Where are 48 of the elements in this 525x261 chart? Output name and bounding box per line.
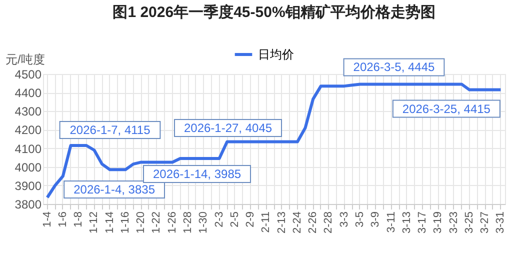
x-tick-label: 1-16	[119, 212, 132, 234]
y-tick-label: 4200	[14, 123, 42, 138]
x-tick-label: 1-22	[150, 212, 163, 234]
y-tick-label: 4500	[14, 68, 42, 82]
y-tick-label: 4300	[14, 104, 42, 119]
annotation: 2026-1-14, 3985	[152, 167, 242, 181]
y-tick-label: 3800	[14, 198, 42, 212]
annotation: 2026-1-4, 3835	[74, 182, 156, 196]
x-tick-label: 1-20	[135, 212, 148, 234]
chart-title: 图1 2026年一季度45-50%钼精矿平均价格走势图	[112, 3, 436, 21]
x-tick-label: 1-26	[166, 212, 178, 234]
y-tick-label: 4100	[14, 142, 42, 156]
x-tick-label: 1-28	[182, 212, 194, 234]
y-tick-label: 4400	[14, 86, 42, 100]
x-tick-label: 3-11	[385, 212, 398, 233]
x-tick-label: 3-9	[370, 212, 382, 228]
line-series	[46, 82, 502, 199]
legend-label: 日均价	[258, 48, 294, 62]
x-tick-label: 2-28	[322, 212, 335, 234]
annotation: 2026-3-25, 4415	[402, 102, 491, 116]
annotation: 2026-3-5, 4445	[353, 60, 436, 74]
x-tick-label: 2-13	[276, 212, 288, 234]
x-tick-label: 3-17	[416, 212, 429, 234]
x-tick-label: 3-3	[338, 212, 350, 228]
y-tick-label: 3900	[14, 178, 42, 193]
x-tick-label: 1-4	[41, 212, 54, 228]
x-tick-label: 2-24	[291, 212, 304, 234]
x-tick-label: 1-30	[198, 212, 210, 234]
x-tick-label: 1-6	[56, 212, 69, 228]
y-tick-label: 4000	[14, 160, 42, 174]
x-tick-label: 3-19	[432, 212, 444, 234]
annotation: 2026-1-27, 4045	[184, 121, 272, 135]
x-tick-label: 3-31	[494, 212, 507, 234]
x-tick-label: 1-8	[72, 212, 85, 228]
y-axis-title: 元/吨度	[6, 52, 45, 66]
x-tick-label: 2-9	[244, 212, 257, 228]
x-tick-label: 3-25	[463, 212, 476, 234]
x-tick-label: 3-5	[354, 212, 366, 228]
x-tick-label: 3-13	[400, 212, 413, 234]
x-tick-label: 3-23	[448, 212, 460, 234]
x-tick-label: 2-26	[307, 212, 320, 234]
x-tick-label: 2-5	[228, 212, 241, 228]
x-tick-label: 1-12	[88, 212, 100, 234]
annotation: 2026-1-7, 4115	[70, 123, 151, 137]
x-tick-label: 3-27	[479, 212, 492, 234]
x-tick-label: 2-3	[213, 212, 226, 228]
x-tick-label: 2-11	[260, 212, 272, 233]
x-tick-label: 1-14	[104, 212, 116, 234]
